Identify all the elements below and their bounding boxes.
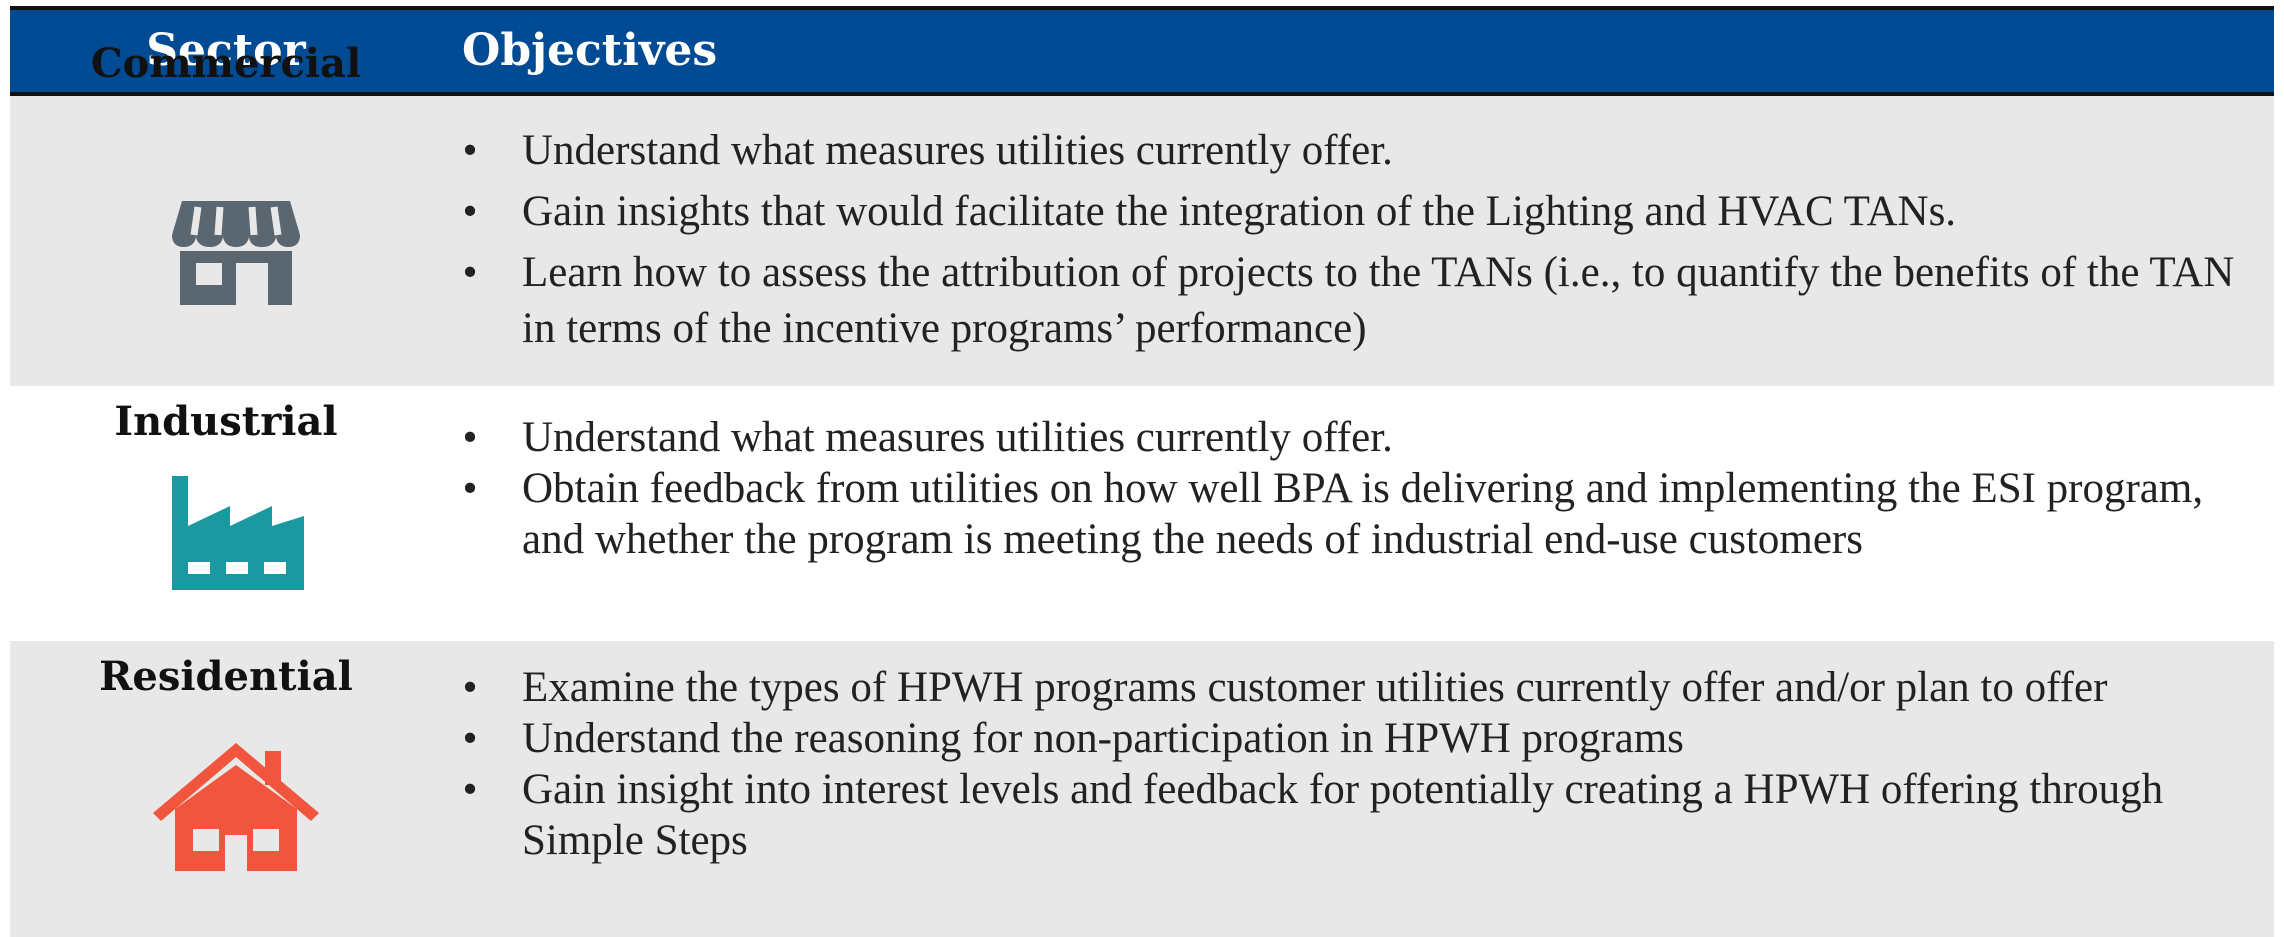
objective: Understand the reasoning for non-partici… [460,713,2254,764]
objective: Obtain feedback from utilities on how we… [460,463,2254,565]
objective-list: Understand what measures utilities curre… [460,412,2254,565]
table-header: Sector Objectives [10,6,2274,96]
objective: Learn how to assess the attribution of p… [460,245,2254,357]
objective: Examine the types of HPWH programs custo… [460,662,2254,713]
table-row: Commercial Understand what measures util… [10,40,2274,386]
sector-name: Industrial [114,398,338,445]
store-icon [172,201,300,305]
table-row: Residential Examine the types of HPWH pr… [10,641,2274,937]
column-header: Sector [146,25,306,76]
sector-name: Residential [99,653,353,700]
table-row: Industrial Understand what measures util… [10,386,2274,641]
factory-icon [172,476,304,590]
objective: Gain insights that would facilitate the … [460,184,2254,240]
objective-list: Examine the types of HPWH programs custo… [460,662,2254,866]
objective: Gain insight into interest levels and fe… [460,764,2254,866]
objective: Understand what measures utilities curre… [460,123,2254,179]
objective: Understand what measures utilities curre… [460,412,2254,463]
objective-list: Understand what measures utilities curre… [460,123,2254,362]
house-icon [153,743,319,871]
sector-name: Commercial [90,40,362,87]
column-header: Objectives [462,25,718,76]
